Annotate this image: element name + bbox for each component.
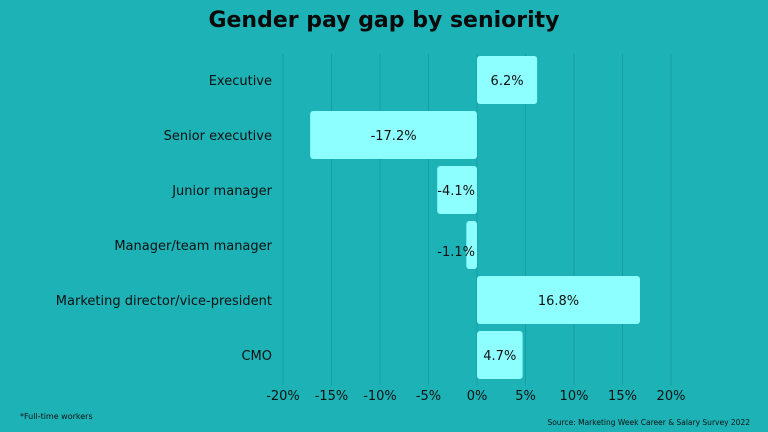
chart-title: Gender pay gap by seniority [208, 8, 560, 33]
x-tick-label: 20% [657, 389, 686, 404]
category-label: Junior manager [171, 184, 272, 199]
data-label: -17.2% [371, 129, 417, 144]
category-label: Senior executive [164, 129, 272, 144]
bar [310, 111, 477, 159]
data-label: 4.7% [483, 349, 516, 364]
footnote: *Full-time workers [20, 412, 93, 421]
category-label: Manager/team manager [114, 239, 272, 254]
bar [477, 276, 640, 324]
category-label: CMO [241, 349, 272, 364]
x-tick-label: 5% [515, 389, 536, 404]
x-tick-label: -5% [416, 389, 441, 404]
bar [477, 331, 523, 379]
x-tick-label: -20% [266, 389, 300, 404]
bar [477, 56, 538, 104]
data-label: 6.2% [491, 74, 524, 89]
x-tick-label: 10% [560, 389, 589, 404]
bar [466, 221, 477, 269]
x-tick-label: 0% [467, 389, 488, 404]
data-label: -4.1% [437, 184, 475, 199]
source-note: Source: Marketing Week Career & Salary S… [547, 418, 750, 427]
data-label: -1.1% [437, 245, 475, 260]
category-label: Marketing director/vice-president [56, 294, 272, 309]
category-label: Executive [209, 74, 272, 89]
bar [437, 166, 477, 214]
x-tick-label: 15% [608, 389, 637, 404]
data-label: 16.8% [538, 294, 579, 309]
x-tick-label: -10% [363, 389, 397, 404]
x-tick-label: -15% [315, 389, 349, 404]
